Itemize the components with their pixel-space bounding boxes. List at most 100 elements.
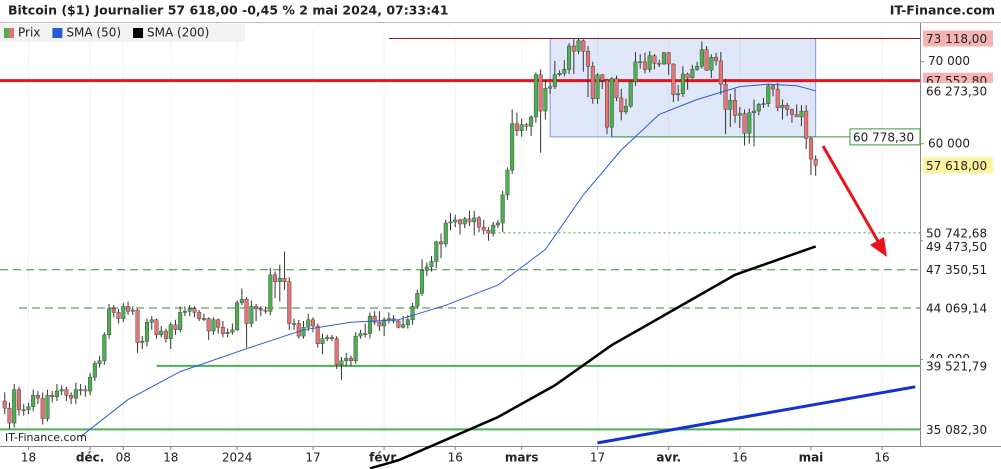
candle-body [420,270,425,294]
candle-body [780,105,785,108]
candle-body [396,320,401,328]
legend-swatch [133,28,144,38]
candle-body [73,389,78,399]
candle-body [756,104,761,112]
candle-body [292,323,297,325]
candle-body [102,334,107,362]
candle-body [353,335,358,362]
candle-body [92,363,97,378]
candle-body [458,219,463,225]
candle-body [733,100,738,116]
candle-body [173,324,178,330]
candle-body [761,103,766,105]
candle-body [178,312,183,330]
candle-body [586,50,591,67]
candle-body [481,226,486,231]
candle-body [576,40,581,52]
candle-body [467,218,472,223]
candle-body [54,390,59,397]
candle-body [623,105,628,113]
candle-body [642,61,647,70]
x-tick-label: mars [505,451,539,465]
candle-body [16,389,21,410]
y-tick-label: 70 000 [928,54,970,68]
candle-body [40,397,45,419]
candle-body [638,61,643,63]
candle-body [657,63,662,65]
legend-swatch [4,28,9,38]
x-tick-label: 2024 [222,451,253,465]
candle-body [254,306,259,309]
annotation-arrow [821,145,887,257]
legend-label: SMA (50) [66,26,121,40]
candle-body [505,169,510,196]
candle-body [372,315,377,323]
candle-body [747,112,752,134]
candle-body [140,341,145,343]
candle-body [182,311,187,313]
level-label-bg [923,261,993,278]
candle-body [548,86,553,89]
level-label: 60 778,30 [853,130,914,144]
last-value-bg [923,82,993,99]
candle-body [600,74,605,81]
x-tick-label: 16 [448,451,463,465]
candle-body [334,338,339,366]
candle-body [415,293,420,307]
level-label-bg [849,128,921,146]
x-tick-label: 18 [21,451,36,465]
candle-body [429,261,434,268]
candle-body [377,322,382,327]
candle-body [571,45,576,52]
level-label-bg [923,30,993,47]
legend-label: SMA (200) [147,26,209,40]
candle-body [448,221,453,224]
candle-body [97,360,102,364]
candle-body [64,389,69,396]
candle-body [282,278,287,282]
candle-body [59,389,64,392]
level-label: 39 521,79 [926,359,987,373]
candle-body [339,360,344,366]
candle-body [258,308,263,311]
candle-body [50,395,55,397]
candle-body [500,194,505,224]
candle-body [770,85,775,90]
candle-body [249,306,254,324]
candle-body [126,306,131,312]
candle-body [192,308,197,313]
arrow-shaft [821,145,881,244]
candle-body [486,230,491,234]
candle-body [619,97,624,113]
last-value-label: 57 618,00 [926,159,987,173]
candle-body [472,217,477,223]
x-tick-label: 17 [590,451,605,465]
candle-body [273,274,278,282]
candle-body [695,66,700,70]
candle-body [453,219,458,223]
candle-body [405,319,410,325]
candle-body [581,40,586,52]
candle-body [671,63,676,95]
candle-body [168,324,173,339]
candle-body [524,124,529,127]
x-tick-label: déc. [76,451,104,465]
candle-body [154,319,159,336]
candle-body [382,319,387,327]
candle-body [83,389,88,392]
candle-body [206,318,211,332]
x-tick-label: mai [799,451,824,465]
candle-body [789,109,794,115]
candle-body [239,299,244,303]
candle-body [306,319,311,328]
candle-body [35,395,40,399]
candle-body [197,312,202,319]
candle-body [661,52,666,65]
candle-body [220,327,225,334]
plot-layer: 18 déc. 08 18 2024 17 févr. 16 mars 17 avr. 16 mai 16… [0,30,993,469]
candle-body [244,299,249,324]
x-tick-label: 17 [305,451,320,465]
level-label-bg [923,357,993,374]
candle-body [752,110,757,113]
